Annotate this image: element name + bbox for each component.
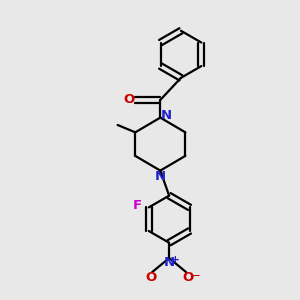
Text: −: − [191, 268, 201, 282]
Text: N: N [155, 170, 166, 183]
Text: O: O [145, 271, 156, 284]
Text: F: F [133, 200, 142, 212]
Text: N: N [164, 256, 175, 269]
Text: O: O [123, 93, 134, 106]
Text: O: O [182, 271, 193, 284]
Text: +: + [171, 255, 180, 266]
Text: N: N [160, 109, 172, 122]
